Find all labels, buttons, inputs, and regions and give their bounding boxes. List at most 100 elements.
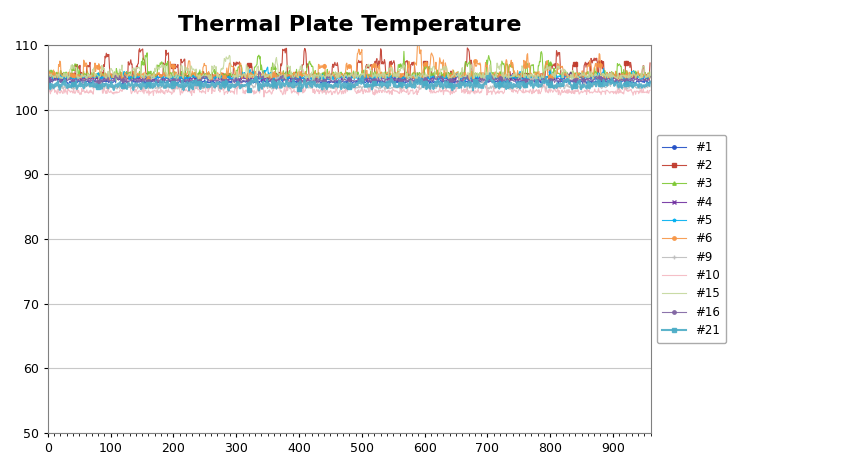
#3 (399, 48, 409, 54)
#10 (645, 87, 656, 93)
#21 (626, 83, 636, 88)
#3 (399, 63, 409, 69)
#6 (398, 72, 408, 78)
#21 (485, 70, 495, 76)
#9 (616, 82, 626, 88)
#3 (626, 70, 636, 76)
#1 (399, 79, 409, 85)
#15 (645, 69, 656, 75)
#9 (43, 86, 53, 91)
#9 (154, 84, 165, 90)
Title: Thermal Plate Temperature: Thermal Plate Temperature (177, 15, 521, 35)
#3 (616, 63, 626, 69)
#2 (626, 60, 636, 65)
#10 (480, 72, 490, 78)
#10 (626, 87, 636, 93)
#1 (43, 79, 53, 85)
#15 (626, 72, 636, 78)
#6 (43, 70, 53, 76)
Line: #21: #21 (46, 71, 652, 92)
#9 (294, 83, 304, 88)
#3 (43, 68, 53, 74)
Line: #9: #9 (46, 74, 652, 92)
#6 (154, 74, 165, 79)
#16 (399, 78, 409, 83)
#3 (72, 62, 82, 67)
Legend: #1, #2, #3, #4, #5, #6, #9, #10, #15, #16, #21: #1, #2, #3, #4, #5, #6, #9, #10, #15, #1… (656, 135, 726, 343)
#1 (626, 78, 636, 84)
#2 (578, 78, 589, 83)
#6 (614, 79, 625, 85)
#4 (645, 74, 656, 79)
#16 (254, 69, 264, 74)
#6 (616, 72, 626, 78)
#9 (72, 83, 82, 89)
#9 (274, 73, 285, 79)
#15 (72, 73, 82, 79)
Line: #3: #3 (46, 50, 652, 82)
#2 (462, 45, 472, 51)
#2 (43, 72, 53, 78)
Line: #1: #1 (46, 70, 652, 86)
#15 (111, 79, 122, 85)
#4 (154, 75, 165, 80)
#4 (565, 70, 575, 75)
#4 (412, 79, 423, 85)
#16 (155, 77, 165, 83)
#16 (294, 78, 304, 83)
#5 (645, 74, 656, 80)
#3 (154, 63, 165, 69)
#16 (626, 78, 636, 84)
#5 (399, 73, 409, 78)
#16 (645, 78, 656, 84)
Line: #15: #15 (48, 55, 650, 82)
#5 (154, 74, 165, 79)
#15 (155, 64, 165, 70)
#4 (616, 75, 626, 81)
#1 (370, 82, 381, 87)
#10 (43, 89, 53, 95)
Line: #6: #6 (46, 38, 652, 84)
#1 (645, 80, 656, 86)
#10 (616, 89, 626, 94)
Line: #4: #4 (46, 70, 652, 84)
#4 (292, 75, 303, 80)
#21 (224, 88, 234, 94)
#21 (293, 80, 303, 86)
#15 (294, 67, 304, 73)
#9 (645, 84, 656, 90)
#15 (399, 62, 409, 68)
#4 (72, 75, 82, 81)
#21 (399, 82, 409, 87)
#2 (645, 60, 656, 66)
#6 (292, 72, 303, 78)
#15 (43, 72, 53, 78)
#5 (43, 72, 53, 78)
#4 (43, 75, 53, 81)
#2 (292, 74, 303, 80)
#21 (154, 81, 165, 86)
Line: #16: #16 (46, 70, 652, 85)
#5 (72, 74, 82, 79)
#10 (259, 94, 269, 100)
#5 (294, 78, 304, 83)
#16 (43, 78, 53, 84)
#15 (225, 53, 235, 58)
#2 (154, 72, 165, 78)
#1 (72, 78, 82, 84)
#1 (281, 69, 291, 75)
#2 (616, 70, 626, 76)
#6 (412, 37, 423, 42)
#15 (616, 72, 626, 78)
#5 (616, 74, 626, 79)
#3 (292, 77, 303, 83)
#6 (626, 71, 636, 77)
#5 (175, 79, 185, 85)
#6 (72, 72, 82, 78)
#16 (122, 80, 132, 86)
#10 (72, 88, 82, 94)
#21 (43, 83, 53, 88)
#2 (72, 63, 82, 69)
#5 (262, 64, 273, 70)
#5 (626, 74, 636, 79)
